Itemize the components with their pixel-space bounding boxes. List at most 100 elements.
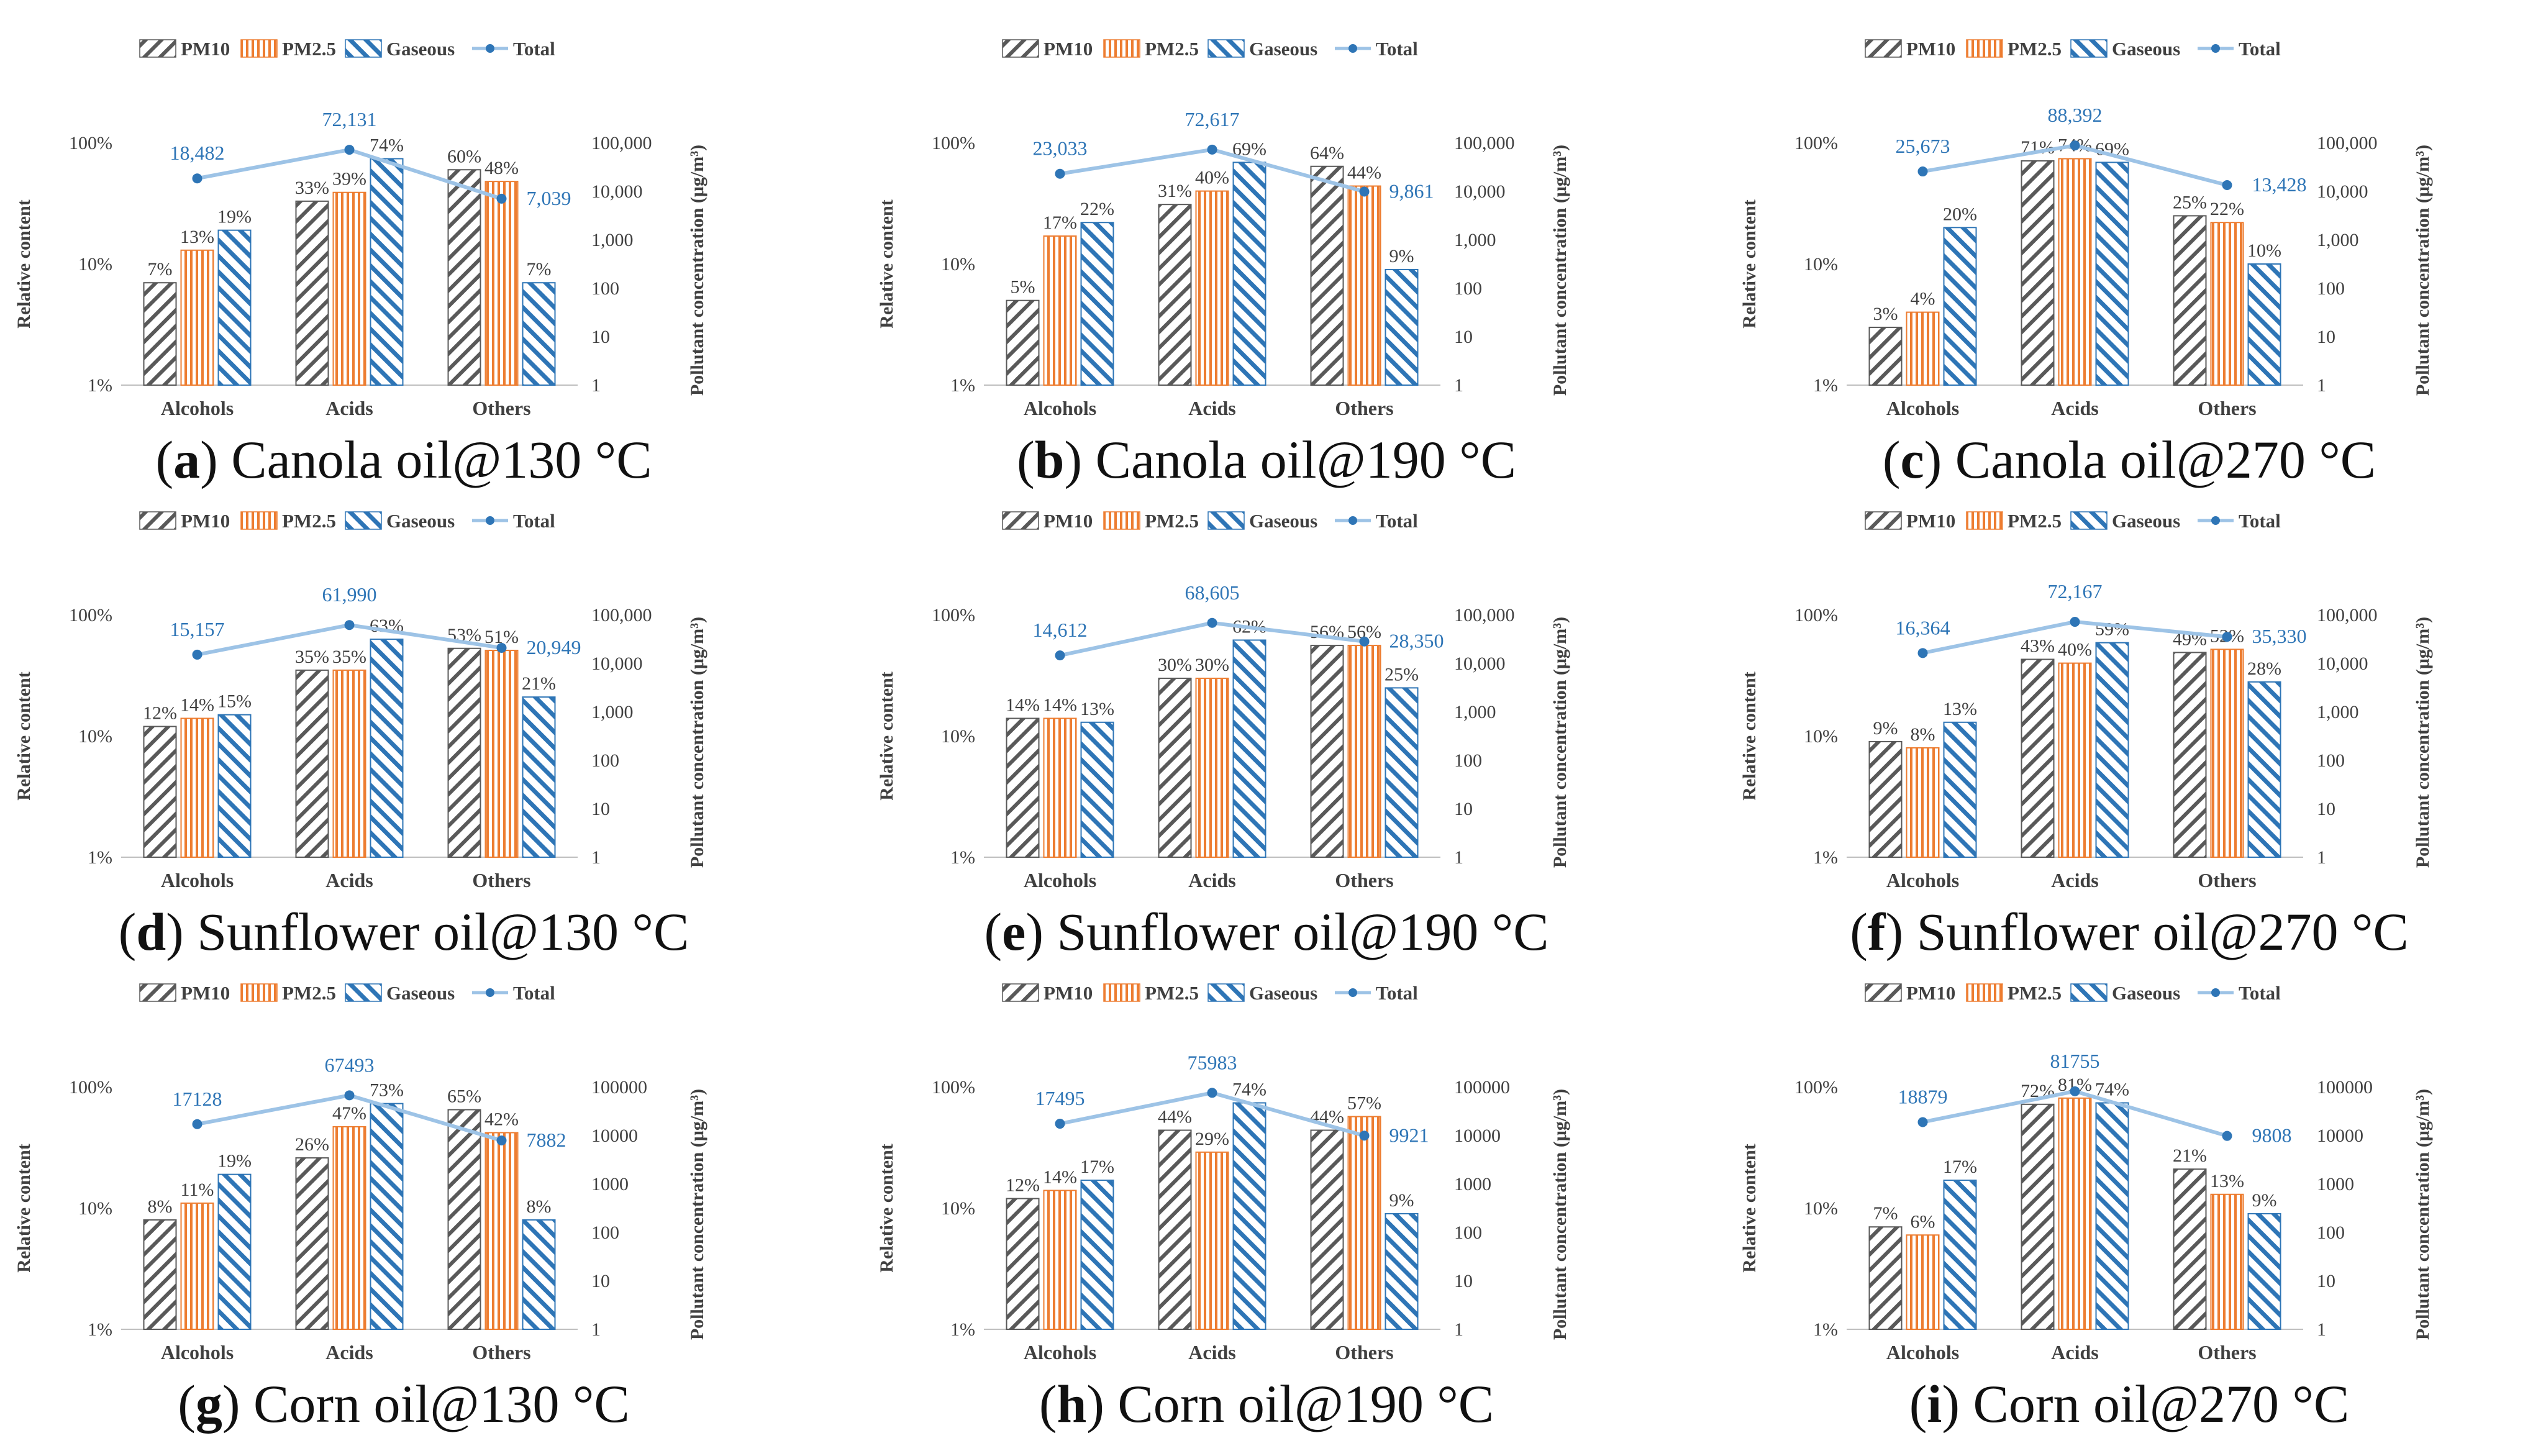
total-point (2070, 617, 2080, 627)
total-value-label: 81755 (2050, 1050, 2100, 1072)
legend-total-label: Total (513, 38, 555, 60)
bar-pm10-alcohols (1868, 326, 1903, 386)
bar-pm10-label: 30% (1158, 655, 1192, 675)
right-tick-label: 10,000 (1454, 653, 1506, 674)
right-tick-label: 1 (591, 375, 601, 396)
left-tick-label: 10% (941, 726, 975, 747)
bar-gaseous-others (2247, 263, 2281, 386)
legend-pm10-label: PM10 (1044, 38, 1093, 60)
left-tick-label: 100% (932, 133, 975, 153)
bar-pm25-label: 14% (1043, 1167, 1077, 1188)
legend-pm25-label: PM2.5 (2008, 982, 2062, 1004)
bar-pm25-others (484, 650, 519, 858)
legend-total-label: Total (513, 510, 555, 532)
right-tick-label: 100 (1454, 750, 1482, 771)
total-point (1359, 186, 1370, 197)
right-tick-label: 100,000 (591, 605, 652, 626)
bar-pm10-acids (1158, 204, 1192, 386)
bar-pm25-label: 39% (332, 169, 366, 189)
legend-pm25-swatch (1103, 983, 1140, 1002)
total-point (1359, 1131, 1370, 1141)
total-value-label: 67493 (325, 1053, 375, 1076)
right-tick-label: 1000 (2317, 1174, 2354, 1194)
bar-pm25-label: 35% (332, 647, 366, 667)
panel-letter: i (1927, 1374, 1942, 1434)
right-tick-label: 10 (1454, 1271, 1473, 1291)
bar-gaseous-others (522, 282, 556, 386)
left-axis-title: Relative content (1739, 671, 1760, 800)
bar-gaseous-alcohols (1943, 1180, 1977, 1331)
chart-panel-a: PM10 PM2.5 Gaseous Total 1% 10% 100% 1 10 100 1,00… (0, 25, 807, 497)
category-label-acids: Acids (1188, 397, 1235, 419)
bar-gaseous-others (1385, 268, 1419, 386)
legend-total-marker (2211, 516, 2220, 525)
panel-caption: (h) Corn oil@190 °C (1039, 1374, 1494, 1434)
bar-gaseous-alcohols (1080, 1180, 1114, 1331)
panel-caption: (i) Corn oil@270 °C (1909, 1374, 2350, 1434)
total-point (344, 145, 355, 155)
left-tick-label: 1% (88, 1319, 112, 1340)
bar-pm10-acids (1158, 677, 1192, 858)
panel-caption-text: ) Corn oil@190 °C (1086, 1374, 1494, 1434)
left-tick-label: 1% (1813, 847, 1838, 868)
bar-pm10-alcohols (1006, 299, 1040, 386)
bar-gaseous-others (1385, 687, 1419, 858)
chart-svg-b: PM10 PM2.5 Gaseous Total 1% 10% 100% 1 10 100 1,00… (876, 38, 1570, 419)
legend-pm10-label: PM10 (1906, 38, 1955, 60)
bar-gaseous-acids (2095, 1102, 2129, 1330)
legend-total-marker (1348, 44, 1357, 53)
bar-gaseous-others (2247, 1213, 2281, 1330)
bar-pm10-label: 7% (1873, 1203, 1898, 1224)
bar-gaseous-label: 9% (2252, 1190, 2277, 1211)
total-point (496, 1135, 507, 1146)
chart-svg-h: PM10 PM2.5 Gaseous Total 1% 10% 100% 1 10 100 1000… (876, 982, 1570, 1363)
total-point (1207, 144, 1217, 155)
bar-pm25-label: 8% (1911, 724, 1935, 745)
left-axis-title: Relative content (876, 1144, 897, 1272)
bar-gaseous-label: 19% (217, 1151, 252, 1172)
left-tick-label: 1% (88, 847, 112, 868)
total-point (1917, 1117, 1928, 1127)
right-tick-label: 100000 (591, 1077, 647, 1098)
bar-pm10-label: 12% (1006, 1175, 1040, 1196)
right-axis-title: Pollutant concentration (μg/m³) (2412, 617, 2433, 868)
category-label-acids: Acids (325, 397, 373, 419)
total-value-label: 9921 (1389, 1124, 1429, 1146)
category-label-alcohols: Alcohols (1886, 397, 1959, 419)
bar-pm25-alcohols (180, 249, 214, 386)
bar-pm25-label: 11% (181, 1180, 214, 1200)
category-label-others: Others (2198, 869, 2256, 891)
category-label-others: Others (2198, 397, 2256, 419)
left-tick-label: 10% (1804, 726, 1838, 747)
total-point (2070, 140, 2080, 151)
category-label-alcohols: Alcohols (161, 869, 234, 891)
total-point (192, 173, 202, 184)
left-tick-label: 1% (950, 375, 975, 396)
bar-pm25-label: 48% (484, 158, 519, 178)
right-axis-title: Pollutant concentration (μg/m³) (2412, 145, 2433, 396)
bar-gaseous-alcohols (217, 229, 252, 386)
bar-pm25-others (2210, 648, 2244, 858)
legend-pm25-label: PM2.5 (1145, 38, 1199, 60)
bar-gaseous-others (2247, 681, 2281, 858)
bar-pm25-label: 42% (484, 1109, 519, 1129)
right-tick-label: 10000 (2317, 1126, 2363, 1146)
legend-total-marker (1348, 988, 1357, 997)
bar-pm10-alcohols (143, 1219, 177, 1331)
right-tick-label: 100,000 (2317, 605, 2378, 626)
bar-pm10-alcohols (143, 282, 177, 386)
total-value-label: 14,612 (1033, 619, 1088, 641)
legend-total-label: Total (513, 982, 555, 1004)
bar-pm10-others (2173, 652, 2207, 858)
total-value-label: 72,167 (2048, 580, 2103, 603)
left-tick-label: 100% (69, 133, 112, 153)
category-label-others: Others (1335, 397, 1393, 419)
bar-pm10-label: 12% (143, 703, 177, 724)
bar-gaseous-label: 17% (1943, 1157, 1977, 1177)
bar-gaseous-label: 8% (527, 1196, 552, 1217)
category-label-others: Others (2198, 1341, 2256, 1363)
bar-pm25-alcohols (1906, 747, 1940, 858)
right-tick-label: 10,000 (2317, 653, 2368, 674)
bar-gaseous-label: 74% (1232, 1079, 1266, 1099)
total-point (192, 649, 202, 660)
